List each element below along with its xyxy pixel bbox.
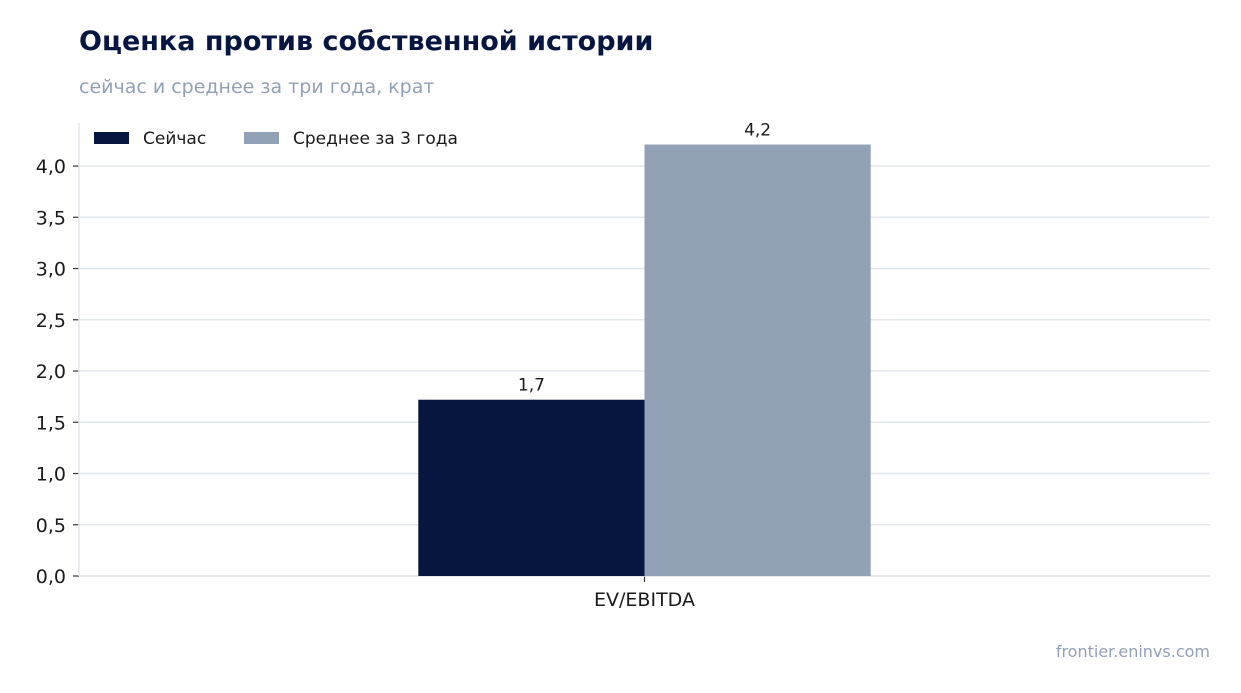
legend: Сейчас Среднее за 3 года [94,129,458,149]
legend-swatch-current [94,132,129,144]
bar-average [644,144,871,576]
data-labels: 1,7 4,2 [518,121,771,396]
source-credit: frontier.eninvs.com [1055,642,1210,661]
data-label: 1,7 [518,376,545,396]
chart-subtitle: сейчас и среднее за три года, крат [79,76,435,98]
y-tick-label: 0,0 [36,566,66,588]
y-tick-label: 1,0 [36,464,66,486]
y-tick-label: 1,5 [36,412,66,434]
data-label: 4,2 [744,121,771,141]
y-tick-label: 0,5 [36,515,66,537]
y-tick-label: 4,0 [36,156,66,178]
bar-current [418,399,645,576]
y-tick-label: 2,0 [36,361,66,383]
axes: 0,0 0,5 1,0 1,5 2,0 2,5 3,0 3,5 4,0 EV/EBITDA [36,123,1210,611]
chart-title: Оценка против собственной истории [79,26,654,57]
bars [418,144,871,576]
legend-swatch-average [244,132,279,144]
legend-label-average: Среднее за 3 года [293,129,458,149]
x-tick-label: EV/EBITDA [594,589,695,611]
y-tick-label: 3,5 [36,207,66,229]
y-tick-label: 2,5 [36,310,66,332]
y-tick-label: 3,0 [36,259,66,281]
legend-label-current: Сейчас [143,129,206,149]
